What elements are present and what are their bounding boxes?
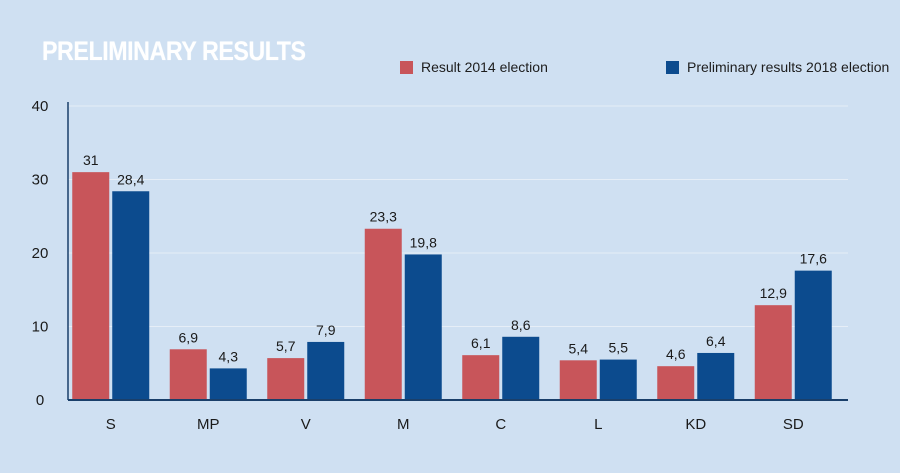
data-label-kd-2014: 4,6 xyxy=(666,346,686,362)
bar-l-2018 xyxy=(599,359,637,400)
bar-s-2014 xyxy=(72,172,110,400)
data-label-v-2014: 5,7 xyxy=(276,338,296,354)
data-label-v-2018: 7,9 xyxy=(316,322,336,338)
legend-swatch-2018 xyxy=(666,60,679,74)
x-tick-label-c: C xyxy=(495,416,506,433)
data-label-m-2014: 23,3 xyxy=(370,209,397,225)
bar-c-2014 xyxy=(462,355,500,400)
bar-sd-2014 xyxy=(754,305,792,400)
legend-item-2018: Preliminary results 2018 election xyxy=(666,58,889,76)
y-tick-label: 40 xyxy=(32,98,49,115)
x-tick-label-sd: SD xyxy=(783,416,804,433)
x-tick-label-m: M xyxy=(397,416,410,433)
data-label-c-2014: 6,1 xyxy=(471,335,491,351)
x-tick-label-kd: KD xyxy=(685,416,706,433)
data-label-m-2018: 19,8 xyxy=(410,234,437,250)
legend-label-2014: Result 2014 election xyxy=(421,59,548,75)
data-label-mp-2018: 4,3 xyxy=(219,348,239,364)
bar-m-2014 xyxy=(364,228,402,400)
legend-label-2018: Preliminary results 2018 election xyxy=(687,59,890,75)
data-label-mp-2014: 6,9 xyxy=(179,329,199,345)
bar-mp-2014 xyxy=(169,349,207,400)
bar-v-2014 xyxy=(267,358,305,400)
data-label-sd-2018: 17,6 xyxy=(800,251,827,267)
y-tick-label: 0 xyxy=(36,392,44,409)
y-tick-label: 10 xyxy=(32,319,49,336)
bar-m-2018 xyxy=(404,254,442,400)
bar-kd-2018 xyxy=(697,352,735,400)
data-label-sd-2014: 12,9 xyxy=(760,285,787,301)
bar-c-2018 xyxy=(502,336,540,400)
data-label-c-2018: 8,6 xyxy=(511,317,531,333)
y-tick-label: 20 xyxy=(32,245,49,262)
x-tick-label-v: V xyxy=(301,416,311,433)
data-label-l-2014: 5,4 xyxy=(569,340,589,356)
bar-l-2014 xyxy=(559,360,597,400)
bar-sd-2018 xyxy=(794,270,832,400)
x-tick-label-mp: MP xyxy=(197,416,220,433)
bar-mp-2018 xyxy=(209,368,247,400)
legend-item-2014: Result 2014 election xyxy=(400,58,548,76)
y-tick-label: 30 xyxy=(32,172,49,189)
bar-v-2018 xyxy=(307,341,345,400)
chart-title: PRELIMINARY RESULTS xyxy=(42,36,306,66)
bar-kd-2014 xyxy=(657,366,695,400)
data-label-l-2018: 5,5 xyxy=(609,340,629,356)
bar-s-2018 xyxy=(112,191,150,400)
data-label-kd-2018: 6,4 xyxy=(706,333,726,349)
data-label-s-2014: 31 xyxy=(83,152,99,168)
x-tick-label-l: L xyxy=(594,416,602,433)
legend-swatch-2014 xyxy=(400,60,413,74)
data-label-s-2018: 28,4 xyxy=(117,171,144,187)
x-tick-label-s: S xyxy=(106,416,116,433)
